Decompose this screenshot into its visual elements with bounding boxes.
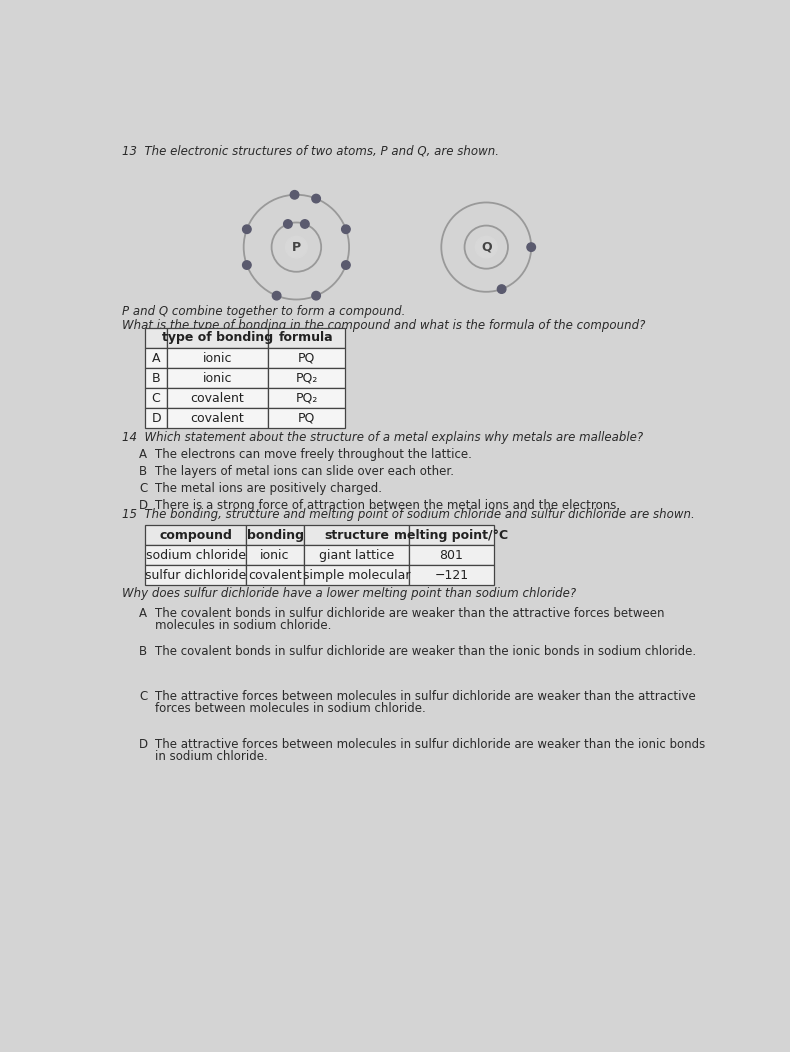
Text: sodium chloride: sodium chloride xyxy=(145,549,246,562)
Bar xyxy=(145,408,167,428)
Text: covalent: covalent xyxy=(248,569,302,582)
Circle shape xyxy=(284,220,292,228)
Bar xyxy=(167,348,268,368)
Text: A: A xyxy=(139,448,147,461)
Text: A: A xyxy=(152,351,160,364)
Text: simple molecular: simple molecular xyxy=(303,569,410,582)
Text: The attractive forces between molecules in sulfur dichloride are weaker than the: The attractive forces between molecules … xyxy=(155,690,695,703)
Circle shape xyxy=(273,291,281,300)
Text: ionic: ionic xyxy=(202,351,232,364)
Bar xyxy=(145,525,246,545)
Bar xyxy=(167,388,268,408)
Bar xyxy=(408,525,494,545)
Circle shape xyxy=(312,195,321,203)
Text: What is the type of bonding in the compound and what is the formula of the compo: What is the type of bonding in the compo… xyxy=(122,319,645,331)
Text: C: C xyxy=(139,482,147,495)
Bar xyxy=(268,328,345,348)
Text: sulfur dichloride: sulfur dichloride xyxy=(145,569,246,582)
Text: 13  The electronic structures of two atoms, P and Q, are shown.: 13 The electronic structures of two atom… xyxy=(122,145,499,158)
Circle shape xyxy=(341,225,350,234)
Circle shape xyxy=(312,291,321,300)
Text: ionic: ionic xyxy=(261,549,290,562)
Text: C: C xyxy=(152,391,160,405)
Text: PQ₂: PQ₂ xyxy=(295,371,318,385)
Text: B: B xyxy=(139,465,147,478)
Text: type of bonding: type of bonding xyxy=(162,331,273,344)
Text: 801: 801 xyxy=(439,549,463,562)
Text: formula: formula xyxy=(279,331,333,344)
Text: D: D xyxy=(139,499,149,512)
Text: B: B xyxy=(139,645,147,659)
Text: P: P xyxy=(292,241,301,254)
Circle shape xyxy=(527,243,536,251)
Text: 14  Which statement about the structure of a metal explains why metals are malle: 14 Which statement about the structure o… xyxy=(122,431,643,444)
Bar xyxy=(268,408,345,428)
Text: The attractive forces between molecules in sulfur dichloride are weaker than the: The attractive forces between molecules … xyxy=(155,737,705,751)
Text: There is a strong force of attraction between the metal ions and the electrons.: There is a strong force of attraction be… xyxy=(155,499,619,512)
Circle shape xyxy=(476,237,497,258)
Bar xyxy=(268,388,345,408)
Text: covalent: covalent xyxy=(190,411,244,425)
Text: D: D xyxy=(139,737,149,751)
Bar xyxy=(145,328,167,348)
Text: The electrons can move freely throughout the lattice.: The electrons can move freely throughout… xyxy=(155,448,472,461)
Bar xyxy=(304,525,408,545)
Text: forces between molecules in sodium chloride.: forces between molecules in sodium chlor… xyxy=(155,702,425,715)
Bar xyxy=(167,368,268,388)
Bar xyxy=(268,348,345,368)
Bar xyxy=(268,368,345,388)
Bar xyxy=(145,388,167,408)
Text: The covalent bonds in sulfur dichloride are weaker than the ionic bonds in sodiu: The covalent bonds in sulfur dichloride … xyxy=(155,645,696,659)
Text: bonding: bonding xyxy=(246,528,303,542)
Bar xyxy=(304,545,408,565)
Text: giant lattice: giant lattice xyxy=(319,549,394,562)
Circle shape xyxy=(285,237,307,258)
Bar xyxy=(167,408,268,428)
Text: Q: Q xyxy=(481,241,491,254)
Bar xyxy=(145,565,246,585)
Bar xyxy=(408,545,494,565)
Text: The layers of metal ions can slide over each other.: The layers of metal ions can slide over … xyxy=(155,465,453,478)
Bar xyxy=(246,565,304,585)
Bar xyxy=(145,368,167,388)
Text: molecules in sodium chloride.: molecules in sodium chloride. xyxy=(155,619,331,632)
Bar xyxy=(145,545,246,565)
Text: Why does sulfur dichloride have a lower melting point than sodium chloride?: Why does sulfur dichloride have a lower … xyxy=(122,587,576,600)
Bar xyxy=(145,348,167,368)
Text: The covalent bonds in sulfur dichloride are weaker than the attractive forces be: The covalent bonds in sulfur dichloride … xyxy=(155,607,664,620)
Bar xyxy=(167,328,268,348)
Text: B: B xyxy=(152,371,160,385)
Circle shape xyxy=(498,285,506,294)
Circle shape xyxy=(341,261,350,269)
Circle shape xyxy=(300,220,309,228)
Text: D: D xyxy=(152,411,161,425)
Text: −121: −121 xyxy=(435,569,468,582)
Text: melting point/°C: melting point/°C xyxy=(394,528,509,542)
Text: PQ: PQ xyxy=(298,411,315,425)
Circle shape xyxy=(243,225,251,234)
Circle shape xyxy=(243,261,251,269)
Circle shape xyxy=(290,190,299,199)
Text: compound: compound xyxy=(160,528,232,542)
Bar xyxy=(304,565,408,585)
Bar xyxy=(246,545,304,565)
Bar xyxy=(246,525,304,545)
Text: P and Q combine together to form a compound.: P and Q combine together to form a compo… xyxy=(122,305,405,318)
Text: The metal ions are positively charged.: The metal ions are positively charged. xyxy=(155,482,382,495)
Text: C: C xyxy=(139,690,147,703)
Text: PQ: PQ xyxy=(298,351,315,364)
Text: PQ₂: PQ₂ xyxy=(295,391,318,405)
Bar xyxy=(408,565,494,585)
Text: structure: structure xyxy=(324,528,389,542)
Text: in sodium chloride.: in sodium chloride. xyxy=(155,750,267,763)
Text: 15  The bonding, structure and melting point of sodium chloride and sulfur dichl: 15 The bonding, structure and melting po… xyxy=(122,508,694,521)
Text: covalent: covalent xyxy=(190,391,244,405)
Text: ionic: ionic xyxy=(202,371,232,385)
Text: A: A xyxy=(139,607,147,620)
